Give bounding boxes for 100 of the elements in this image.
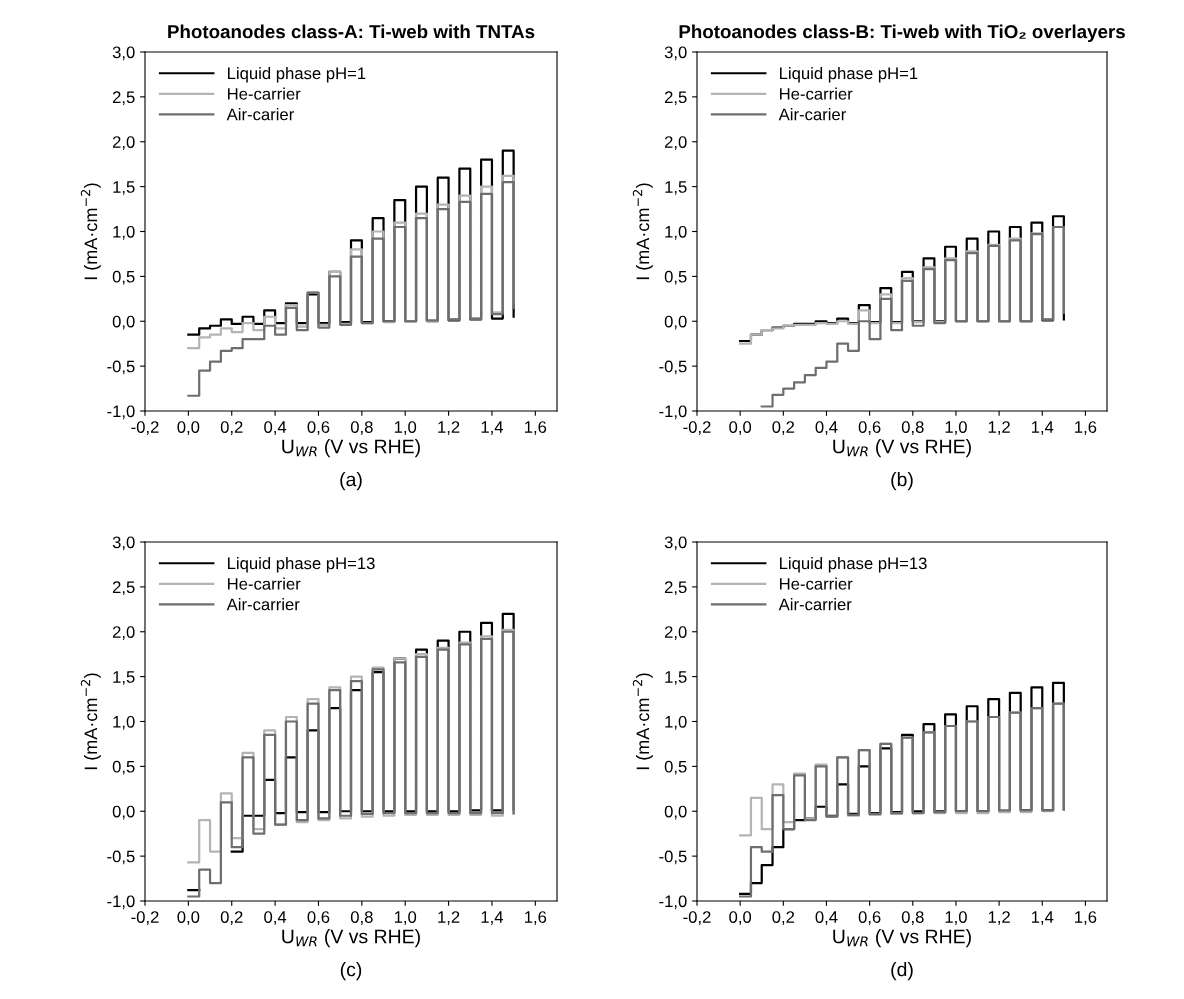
- x-tick-label: 1,2: [438, 911, 460, 925]
- legend-label: Liquid phase pH=1: [780, 67, 918, 83]
- x-tick-label: -0,2: [683, 911, 711, 925]
- y-tick-label: -0,5: [659, 850, 687, 865]
- text: (b): [891, 472, 913, 491]
- x-tick-label: 0,4: [815, 421, 838, 435]
- y-tick-label: -0,5: [659, 360, 687, 375]
- x-tick-label: 0,0: [177, 911, 200, 925]
- y-tick-label: 1,0: [113, 225, 135, 240]
- x-tick-label: 0,6: [307, 421, 330, 435]
- y-tick-label: 1,5: [113, 181, 135, 195]
- x-tick-label: 0,4: [264, 421, 287, 435]
- x-axis-title: U$_{WR}$ (V vs RHE): [833, 439, 971, 458]
- y-tick-label: 2,0: [112, 626, 135, 640]
- x-tick-label: 1,0: [394, 421, 417, 435]
- legend-label: He-carrier: [228, 87, 301, 100]
- x-tick-label: 0,0: [177, 421, 200, 435]
- y-tick-label: 0,5: [664, 760, 687, 775]
- x-tick-label: 0,2: [772, 421, 795, 435]
- legend-label: Liquid phase pH=1: [228, 67, 366, 83]
- x-tick-label: 1,6: [525, 911, 547, 925]
- x-tick-label: 1,4: [1031, 911, 1054, 925]
- text: (c): [340, 962, 362, 981]
- x-tick-label: 0,8: [350, 421, 373, 435]
- chart-title: Photoanodes class-A: Ti-web with TNTAs: [168, 24, 535, 39]
- y-tick-label: 0,0: [664, 315, 687, 330]
- x-tick-label: -0,2: [131, 911, 159, 925]
- x-tick-label: 1,0: [945, 911, 967, 925]
- y-tick-label: 0,0: [112, 315, 135, 330]
- x-tick-label: 1,2: [988, 911, 1010, 925]
- x-tick-label: 1,4: [481, 421, 504, 435]
- y-tick-label: 2,0: [664, 136, 687, 150]
- y-tick-label: -1,0: [107, 405, 135, 420]
- y-axis-title: I (mA·cm$^{−2}$): [80, 673, 101, 770]
- x-tick-label: 0,8: [901, 911, 924, 925]
- y-tick-label: -1,0: [659, 895, 687, 910]
- x-tick-label: 0,6: [858, 421, 881, 435]
- y-tick-label: -0,5: [107, 850, 135, 865]
- y-tick-label: 0,5: [112, 760, 135, 775]
- y-axis-title: I (mA·cm$^{−2}$): [632, 673, 653, 770]
- x-axis-title: U$_{WR}$ (V vs RHE): [282, 439, 420, 458]
- y-tick-label: 3,0: [664, 536, 687, 551]
- y-tick-label: 0,0: [664, 805, 687, 820]
- y-tick-label: 3,0: [112, 536, 135, 551]
- x-tick-label: 0,6: [858, 911, 881, 925]
- y-axis-title: I (mA·cm$^{−2}$): [80, 183, 101, 280]
- y-tick-label: 3,0: [112, 46, 135, 61]
- y-tick-label: 1,0: [665, 225, 687, 240]
- legend-label: Air-carier: [226, 108, 294, 121]
- x-tick-label: 0,2: [772, 911, 795, 925]
- x-tick-label: 0,4: [815, 911, 838, 925]
- legend-label: He-carrier: [780, 577, 853, 590]
- y-tick-label: -1,0: [107, 895, 135, 910]
- legend-label: Liquid phase pH=13: [228, 557, 375, 573]
- y-tick-label: 1,5: [665, 671, 687, 685]
- x-axis-title: U$_{WR}$ (V vs RHE): [833, 929, 971, 948]
- y-tick-label: 1,5: [665, 181, 687, 195]
- y-tick-label: 0,5: [664, 270, 687, 285]
- y-tick-label: 1,5: [113, 671, 135, 685]
- y-tick-label: 2,5: [112, 91, 135, 106]
- y-axis-title: I (mA·cm$^{−2}$): [632, 183, 653, 280]
- legend-label: He-carrier: [228, 577, 301, 590]
- x-tick-label: 1,4: [1031, 421, 1054, 435]
- x-tick-label: 1,0: [945, 421, 967, 435]
- y-tick-label: 2,0: [112, 136, 135, 150]
- x-tick-label: 0,6: [307, 911, 330, 925]
- x-tick-label: 0,2: [220, 421, 243, 435]
- legend-label: Air-carrier: [778, 598, 852, 611]
- y-tick-label: -0,5: [107, 360, 135, 375]
- y-tick-label: -1,0: [659, 405, 687, 420]
- y-tick-label: 1,0: [113, 715, 135, 730]
- legend-label: Air-carier: [778, 108, 846, 121]
- y-tick-label: 2,0: [664, 626, 687, 640]
- y-tick-label: 2,5: [664, 91, 687, 106]
- y-tick-label: 0,0: [112, 805, 135, 820]
- x-tick-label: 0,0: [729, 911, 752, 925]
- x-axis-title: U$_{WR}$ (V vs RHE): [282, 929, 420, 948]
- x-tick-label: 0,2: [220, 911, 243, 925]
- legend-label: He-carrier: [780, 87, 853, 100]
- x-tick-label: 1,6: [525, 421, 547, 435]
- x-tick-label: 0,8: [350, 911, 373, 925]
- y-tick-label: 2,5: [664, 581, 687, 596]
- x-tick-label: 1,4: [481, 911, 504, 925]
- x-tick-label: -0,2: [683, 421, 711, 435]
- x-tick-label: 1,2: [438, 421, 460, 435]
- chart-title: Photoanodes class-B: Ti-web with TiO₂ overlayers: [679, 24, 1125, 42]
- x-tick-label: 0,4: [264, 911, 287, 925]
- x-tick-label: 1,6: [1075, 911, 1097, 925]
- y-tick-label: 2,5: [112, 581, 135, 596]
- x-tick-label: -0,2: [131, 421, 159, 435]
- y-tick-label: 0,5: [112, 270, 135, 285]
- text: (d): [891, 962, 913, 981]
- x-tick-label: 0,8: [901, 421, 924, 435]
- x-tick-label: 0,0: [729, 421, 752, 435]
- x-tick-label: 1,6: [1075, 421, 1097, 435]
- y-tick-label: 1,0: [665, 715, 687, 730]
- legend-label: Air-carrier: [226, 598, 300, 611]
- legend-label: Liquid phase pH=13: [780, 557, 927, 573]
- text: (a): [340, 472, 362, 491]
- y-tick-label: 3,0: [664, 46, 687, 61]
